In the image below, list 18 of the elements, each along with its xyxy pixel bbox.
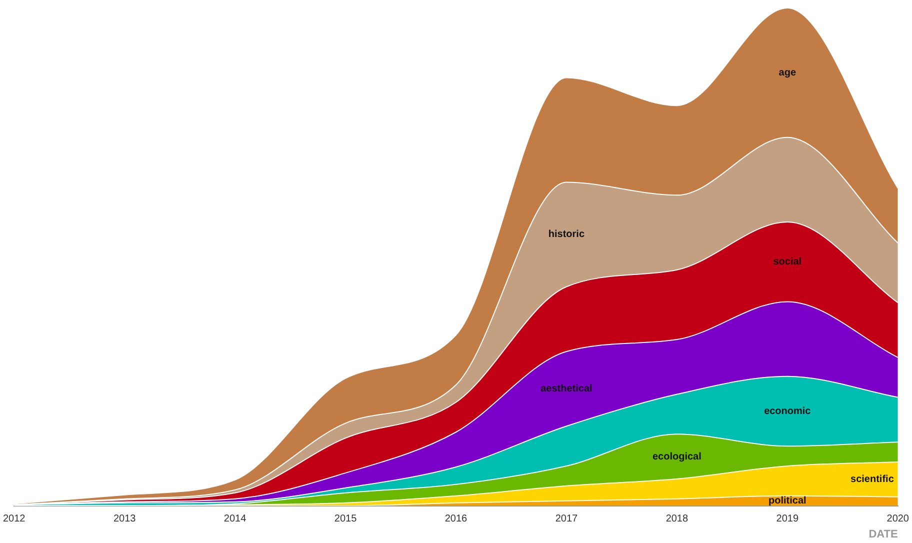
series-label: historic <box>548 229 585 240</box>
x-tick-label: 2013 <box>113 514 136 525</box>
x-tick-label: 2016 <box>444 514 468 525</box>
x-tick-label: 2019 <box>776 514 799 525</box>
series-label: ecological <box>652 451 702 462</box>
series-label: political <box>768 496 807 507</box>
x-tick-label: 2018 <box>666 514 688 525</box>
x-tick-label: 2015 <box>334 514 358 525</box>
series-label: scientific <box>850 474 894 486</box>
series-label: social <box>773 256 802 268</box>
x-tick-label: 2012 <box>3 514 26 525</box>
x-tick-label: 2020 <box>886 514 910 525</box>
x-tick-label: 2014 <box>224 514 247 525</box>
series-label: aesthetical <box>540 384 593 395</box>
series-label: economic <box>764 406 812 417</box>
series-label: age <box>778 67 796 78</box>
x-axis-title: DATE <box>868 528 898 540</box>
x-tick-label: 2017 <box>555 514 578 525</box>
